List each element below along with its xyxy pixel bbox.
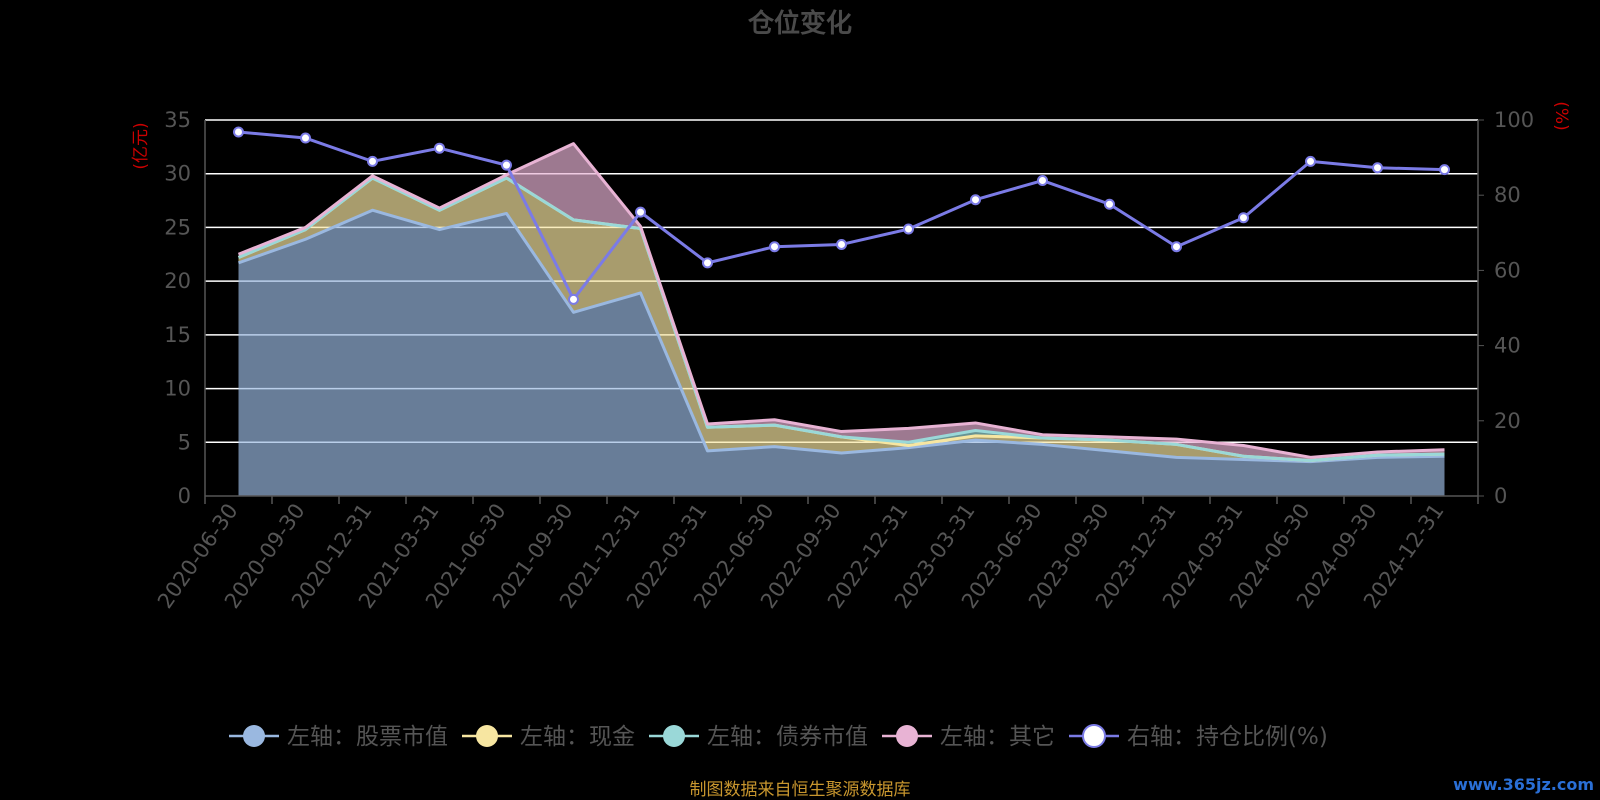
left-tick-label: 10: [164, 377, 191, 401]
ratio-point[interactable]: [367, 155, 378, 167]
area-edge-左轴：其它: [237, 142, 1445, 459]
ratio-point[interactable]: [1305, 155, 1316, 167]
chart-title: 仓位变化: [747, 8, 852, 39]
ratio-point[interactable]: [635, 206, 646, 218]
area-edge-左轴：债券市值: [237, 176, 1445, 463]
ratio-point[interactable]: [1171, 241, 1182, 253]
ratio-point[interactable]: [233, 126, 244, 138]
right-tick-label: 60: [1494, 258, 1521, 282]
right-tick-label: 0: [1494, 484, 1507, 508]
right-tick-label: 40: [1494, 334, 1521, 358]
left-tick-label: 0: [178, 484, 191, 508]
area-左轴：现金: [238, 178, 1445, 462]
area-左轴：股票市值: [238, 210, 1445, 497]
legend-item[interactable]: 左轴：其它: [882, 724, 1055, 750]
right-tick-label: 100: [1494, 108, 1534, 132]
legend-marker: [663, 725, 685, 747]
ratio-point[interactable]: [300, 132, 311, 144]
legend-marker: [1082, 724, 1106, 748]
watermark: www.365jz.com: [1453, 775, 1594, 794]
right-tick-label: 80: [1494, 183, 1521, 207]
legend: 左轴：股票市值 左轴：现金 左轴：债券市值 左轴：其它 右轴：持仓比例(%): [229, 724, 1328, 750]
right-axis-unit: (%): [1551, 101, 1571, 130]
ratio-point[interactable]: [1104, 198, 1115, 210]
ratio-point[interactable]: [836, 238, 847, 250]
ratio-point[interactable]: [702, 257, 713, 269]
legend-marker: [243, 725, 265, 747]
left-tick-label: 30: [164, 162, 191, 186]
ratio-point[interactable]: [1439, 164, 1450, 176]
ratio-point[interactable]: [1238, 212, 1249, 224]
legend-item[interactable]: 左轴：现金: [462, 724, 635, 750]
area-edge-左轴：股票市值: [238, 208, 1445, 464]
legend-marker: [896, 725, 918, 747]
legend-item[interactable]: 右轴：持仓比例(%): [1069, 724, 1328, 750]
left-tick-label: 5: [178, 430, 191, 454]
ratio-point[interactable]: [568, 293, 579, 305]
legend-marker: [476, 725, 498, 747]
position-ratio-line: [233, 126, 1450, 305]
stacked-areas: [237, 142, 1445, 497]
legend-item[interactable]: 左轴：股票市值: [229, 724, 448, 750]
ratio-point[interactable]: [769, 241, 780, 253]
legend-label: 左轴：其它: [940, 724, 1055, 750]
legend-item[interactable]: 左轴：债券市值: [649, 724, 868, 750]
left-tick-label: 20: [164, 269, 191, 293]
legend-label: 右轴：持仓比例(%): [1127, 724, 1328, 750]
left-tick-label: 15: [164, 323, 191, 347]
ratio-point[interactable]: [501, 159, 512, 171]
data-source-note: 制图数据来自恒生聚源数据库: [690, 780, 911, 800]
right-tick-label: 20: [1494, 409, 1521, 433]
ratio-point[interactable]: [903, 223, 914, 235]
legend-label: 左轴：债券市值: [707, 724, 868, 750]
ratio-point[interactable]: [970, 194, 981, 206]
left-tick-label: 35: [164, 108, 191, 132]
ratio-point[interactable]: [1372, 162, 1383, 174]
ratio-point[interactable]: [434, 142, 445, 154]
legend-label: 左轴：现金: [520, 724, 635, 750]
ratio-point[interactable]: [1037, 175, 1048, 187]
left-axis-unit: (亿元): [131, 122, 151, 169]
left-tick-label: 25: [164, 215, 191, 239]
legend-label: 左轴：股票市值: [287, 724, 448, 750]
